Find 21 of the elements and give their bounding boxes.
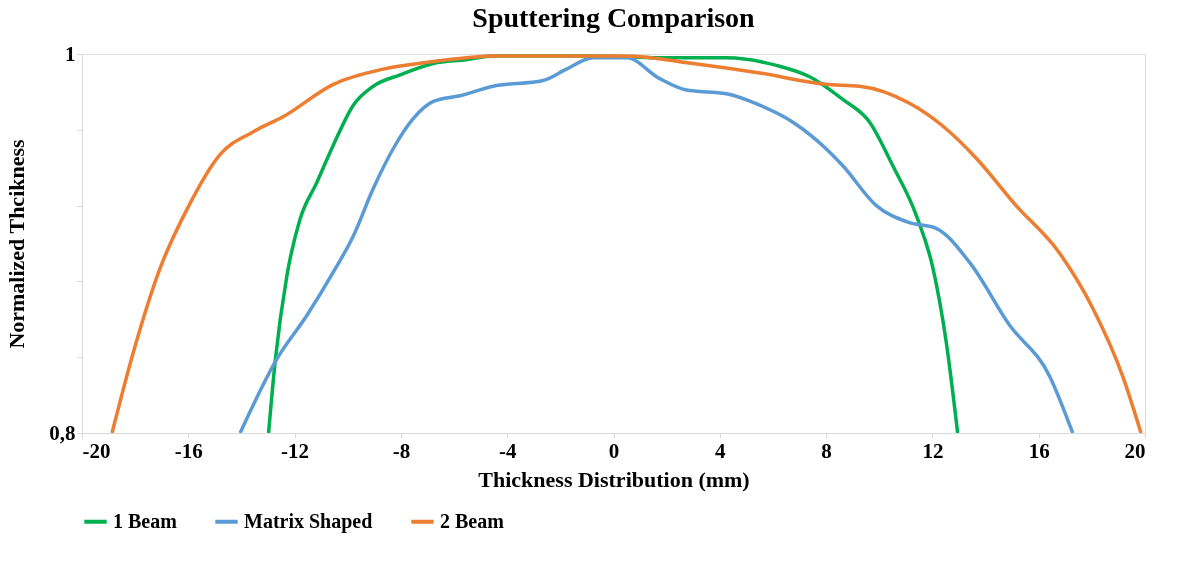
x-tick-label: 8 — [821, 438, 832, 463]
x-tick-label: -12 — [281, 438, 310, 463]
y-axis-title: Normalized Thcikness — [4, 138, 30, 349]
y-tick-label: 1 — [65, 41, 76, 66]
y-tick-label: 0,8 — [49, 420, 76, 445]
legend-label: 2 Beam — [440, 509, 505, 532]
x-tick-label: -16 — [174, 438, 203, 463]
x-tick-label: 0 — [608, 438, 620, 463]
chart-title: Sputtering Comparison — [472, 2, 756, 33]
line-series — [110, 54, 1143, 433]
x-tick-label: 20 — [1124, 438, 1146, 463]
x-tick-label: 12 — [922, 438, 944, 463]
x-tick-label: -8 — [392, 438, 411, 463]
x-axis-title: Thickness Distribution (mm) — [478, 466, 750, 492]
x-tick-label: -20 — [82, 438, 111, 463]
x-tick-label: 16 — [1028, 438, 1050, 463]
legend-label: 1 Beam — [113, 509, 178, 532]
x-tick-label: 4 — [715, 438, 727, 463]
line-series — [238, 56, 1075, 433]
legend-label: Matrix Shaped — [244, 509, 373, 533]
x-tick-label: -4 — [498, 438, 517, 463]
